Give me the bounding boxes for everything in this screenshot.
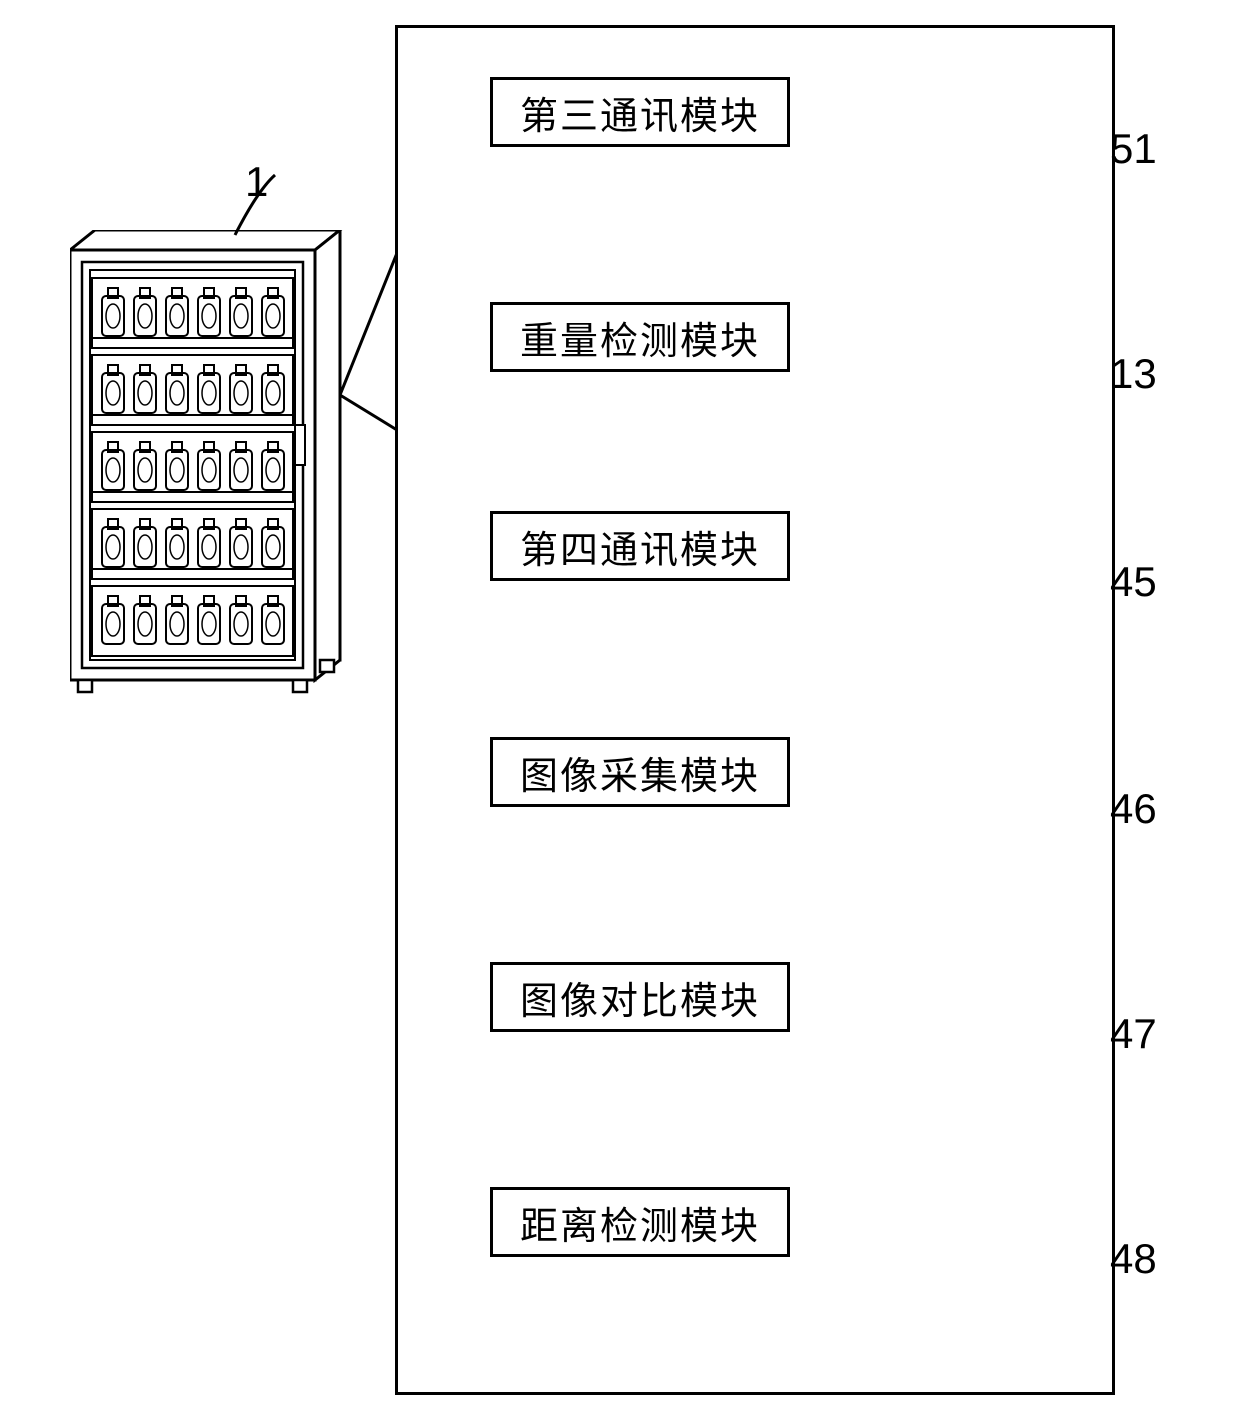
ref-47: 47 [1110,1010,1157,1058]
ref-48: 48 [1110,1235,1157,1283]
module-label: 距离检测模块 [520,1195,760,1250]
module-distance-detect: 距离检测模块 [490,1187,790,1257]
module-image-compare: 图像对比模块 [490,962,790,1032]
module-label: 重量检测模块 [520,310,760,365]
ref-51: 51 [1110,125,1157,173]
cabinet-ref-number: 1 [245,158,268,206]
module-3rd-comm: 第三通讯模块 [490,77,790,147]
ref-45: 45 [1110,558,1157,606]
module-label: 图像对比模块 [520,970,760,1025]
cabinet-illustration [70,230,350,705]
ref-13: 13 [1110,350,1157,398]
module-weight-detect: 重量检测模块 [490,302,790,372]
module-image-collect: 图像采集模块 [490,737,790,807]
diagram-container: 1 第三通讯模块 51 重量检测模块 13 第四通讯模块 45 图像采集模块 4… [0,0,1240,1414]
module-label: 第三通讯模块 [520,85,760,140]
cabinet-svg [70,230,350,700]
ref-46: 46 [1110,785,1157,833]
module-label: 第四通讯模块 [520,519,760,574]
module-label: 图像采集模块 [520,745,760,800]
module-4th-comm: 第四通讯模块 [490,511,790,581]
